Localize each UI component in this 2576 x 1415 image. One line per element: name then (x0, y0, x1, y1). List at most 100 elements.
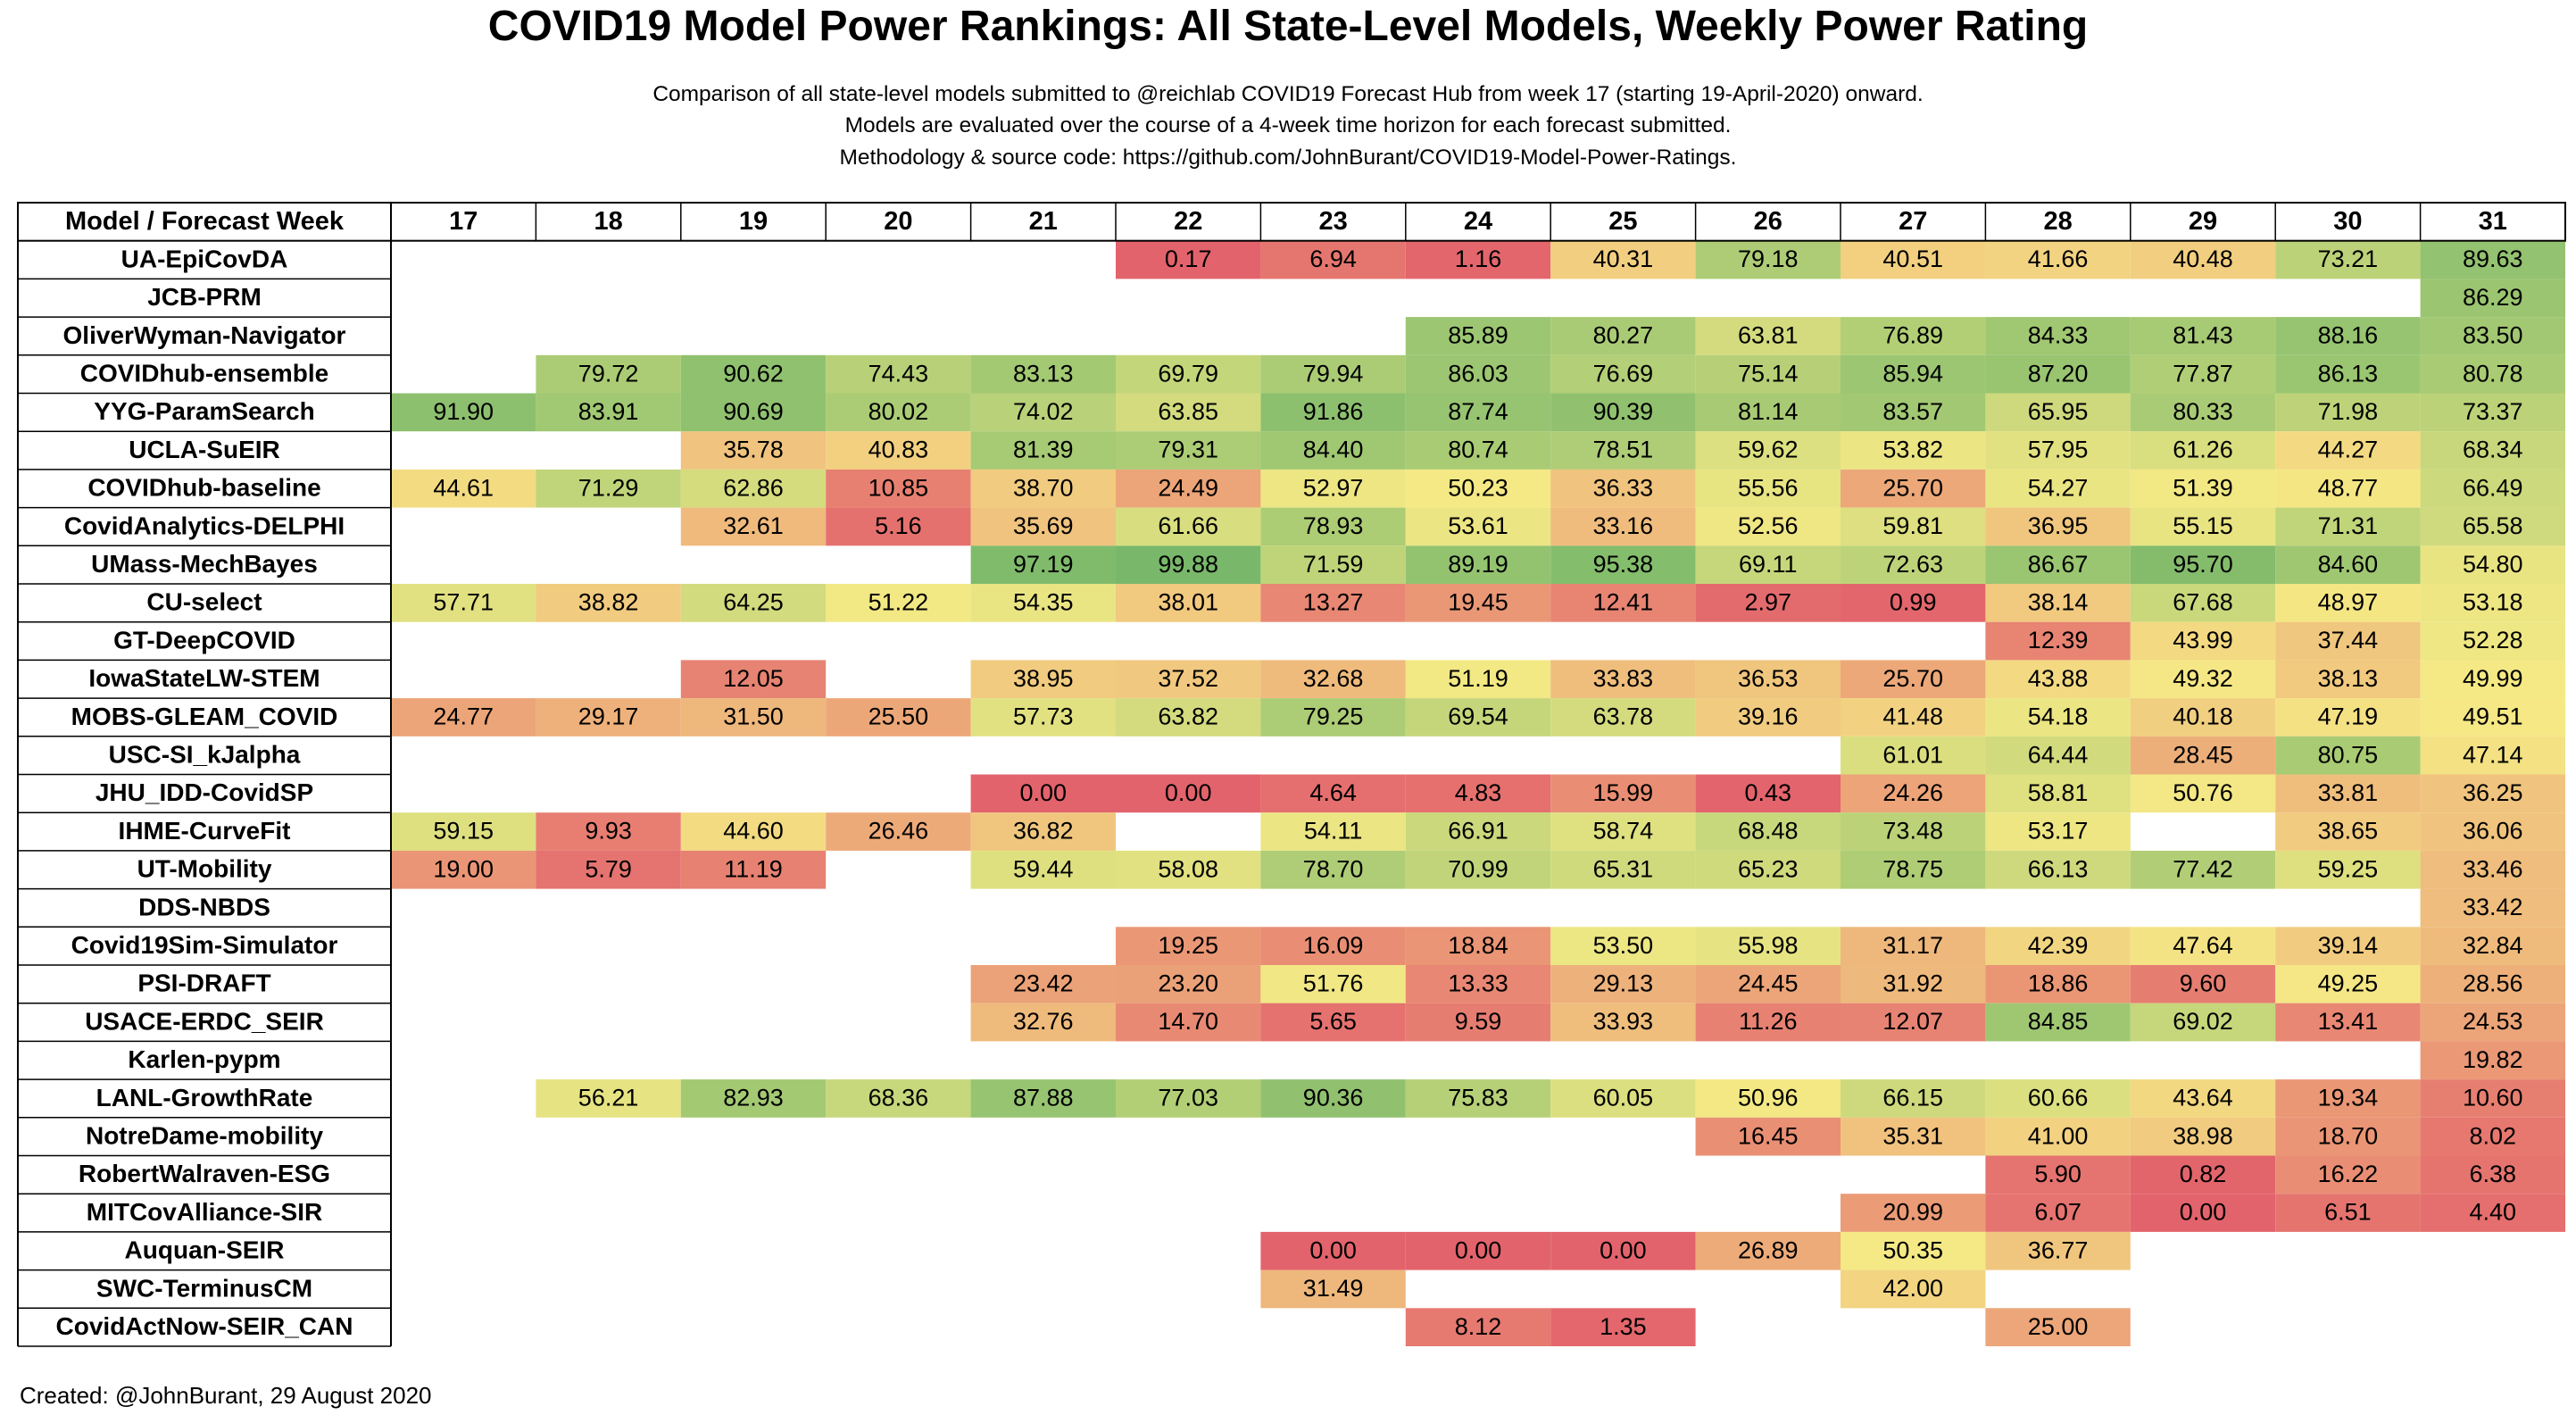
heatmap-cell (2275, 965, 2421, 1003)
model-name-label: OliverWyman-Navigator (63, 321, 346, 349)
heatmap-cell (1405, 584, 1551, 622)
cell-value-label: 33.81 (2318, 779, 2379, 806)
cell-value-label: 38.98 (2173, 1122, 2233, 1149)
cell-value-label: 67.68 (2173, 588, 2233, 615)
cell-value-label: 26.46 (868, 818, 929, 845)
heatmap-cell (1405, 698, 1551, 737)
heatmap-cell (536, 584, 681, 622)
cell-value-label: 35.69 (1013, 512, 1074, 539)
heatmap-cell (536, 812, 681, 851)
cell-value-label: 91.90 (433, 398, 494, 425)
heatmap-cell (1985, 1117, 2131, 1156)
heatmap-cell (1116, 469, 1261, 508)
heatmap-cell (2275, 584, 2421, 622)
cell-value-label: 38.70 (1013, 474, 1074, 501)
cell-value-label: 54.35 (1013, 588, 1074, 615)
heatmap-cell (1550, 354, 1696, 394)
cell-value-label: 19.34 (2318, 1085, 2379, 1111)
heatmap-cell (1841, 698, 1986, 737)
cell-value-label: 83.13 (1013, 360, 1074, 387)
model-name-label: MITCovAlliance-SIR (87, 1198, 322, 1226)
cell-value-label: 51.22 (868, 588, 929, 615)
heatmap-cell (1841, 545, 1986, 584)
heatmap-cell (1985, 660, 2131, 699)
heatmap-cell (1695, 507, 1841, 546)
heatmap-cell (391, 393, 536, 432)
cell-value-label: 13.33 (1448, 970, 1508, 996)
heatmap-cell (1841, 812, 1986, 851)
heatmap-cell (1405, 507, 1551, 546)
cell-value-label: 64.44 (2028, 741, 2089, 768)
cell-value-label: 9.59 (1455, 1008, 1502, 1035)
heatmap-cell (1405, 660, 1551, 699)
cell-value-label: 38.14 (2028, 588, 2089, 615)
heatmap-cell (1985, 927, 2131, 965)
model-name-label: GT-DeepCOVID (113, 626, 295, 653)
cell-value-label: 50.35 (1882, 1236, 1943, 1263)
cell-value-label: 32.61 (723, 512, 784, 539)
heatmap-cell (1841, 927, 1986, 965)
heatmap-cell (2130, 1194, 2276, 1232)
heatmap-cell (1841, 1117, 1986, 1156)
cell-value-label: 36.25 (2463, 779, 2523, 806)
heatmap-cell (2130, 469, 2276, 508)
heatmap-cell (1550, 1079, 1696, 1118)
cell-value-label: 61.26 (2173, 437, 2233, 463)
cell-value-label: 0.00 (2180, 1199, 2227, 1226)
cell-value-label: 24.49 (1158, 474, 1218, 501)
heatmap-cell (680, 1079, 827, 1118)
cell-value-label: 71.29 (578, 474, 639, 501)
heatmap-cell (2275, 545, 2421, 584)
cell-value-label: 68.48 (1738, 818, 1799, 845)
cell-value-label: 95.70 (2173, 551, 2233, 578)
cell-value-label: 79.25 (1303, 703, 1364, 730)
cell-value-label: 63.78 (1593, 703, 1654, 730)
heatmap-cell (1260, 850, 1406, 889)
heatmap-cell (826, 507, 971, 546)
heatmap-cell (970, 431, 1116, 470)
heatmap-cell (1550, 393, 1696, 432)
heatmap-cell (680, 354, 827, 394)
heatmap-cell (2130, 354, 2276, 394)
cell-value-label: 73.37 (2463, 398, 2523, 425)
heatmap-cell (1260, 927, 1406, 965)
week-column-header: 17 (449, 207, 478, 236)
week-column-header: 29 (2189, 207, 2217, 236)
heatmap-cell (1985, 1308, 2131, 1346)
heatmap-cell (2420, 545, 2565, 584)
cell-value-label: 32.68 (1303, 665, 1364, 692)
cell-value-label: 59.62 (1738, 437, 1799, 463)
heatmap-cell (680, 812, 827, 851)
cell-value-label: 18.86 (2028, 970, 2089, 996)
cell-value-label: 33.16 (1593, 512, 1654, 539)
heatmap-cell (2275, 698, 2421, 737)
cell-value-label: 86.67 (2028, 551, 2089, 578)
cell-value-label: 24.45 (1738, 970, 1799, 996)
cell-value-label: 80.75 (2318, 741, 2379, 768)
week-column-header: 28 (2043, 207, 2072, 236)
model-name-label: Covid19Sim-Simulator (71, 931, 338, 959)
cell-value-label: 47.14 (2463, 741, 2523, 768)
heatmap-cell (1550, 1231, 1696, 1270)
heatmap-cell (1405, 850, 1551, 889)
cell-value-label: 18.70 (2318, 1122, 2379, 1149)
cell-value-label: 69.02 (2173, 1008, 2233, 1035)
cell-value-label: 68.36 (868, 1085, 929, 1111)
cell-value-label: 83.57 (1882, 398, 1943, 425)
cell-value-label: 50.76 (2173, 779, 2233, 806)
model-name-label: MOBS-GLEAM_COVID (71, 703, 338, 730)
cell-value-label: 32.84 (2463, 932, 2523, 959)
heatmap-cell (2275, 317, 2421, 355)
heatmap-cell (1841, 736, 1986, 775)
cell-value-label: 16.45 (1738, 1122, 1799, 1149)
heatmap-cell (1550, 1308, 1696, 1346)
cell-value-label: 1.35 (1600, 1313, 1647, 1340)
heatmap-cell (970, 1079, 1116, 1118)
heatmap-cell (1550, 812, 1696, 851)
model-name-label: DDS-NBDS (138, 893, 270, 920)
cell-value-label: 63.81 (1738, 322, 1799, 349)
heatmap-cell (2275, 812, 2421, 851)
heatmap-cell (1841, 240, 1986, 279)
cell-value-label: 59.44 (1013, 855, 1074, 882)
cell-value-label: 8.02 (2470, 1122, 2517, 1149)
